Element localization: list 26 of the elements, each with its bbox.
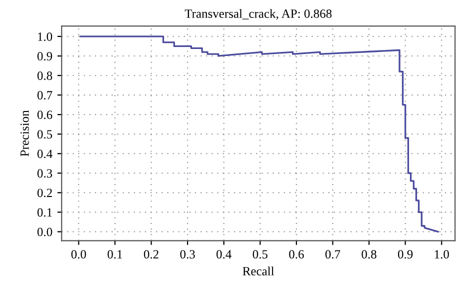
y-tick-label: 0.9 bbox=[37, 52, 52, 60]
x-tick-label: 0.8 bbox=[362, 250, 376, 259]
y-tick-label: 0.4 bbox=[37, 150, 52, 158]
x-axis-title: Recall bbox=[242, 266, 274, 276]
y-axis-title: Precision bbox=[20, 110, 29, 156]
y-tick-label: 0.3 bbox=[37, 169, 52, 178]
y-tick-label: 1.0 bbox=[38, 32, 52, 41]
x-tick-label: 0.6 bbox=[289, 250, 304, 259]
x-tick-label: 0.1 bbox=[108, 250, 122, 259]
x-tick-label: 0.0 bbox=[71, 250, 86, 259]
x-tick-label: 0.2 bbox=[144, 250, 158, 259]
x-tick-label: 0.7 bbox=[325, 250, 340, 259]
chart-title: Transversal_crack, AP: 0.868 bbox=[184, 9, 332, 20]
y-tick-label: 0.6 bbox=[37, 110, 52, 120]
x-tick-label: 0.5 bbox=[252, 250, 268, 259]
y-tick-label: 0.8 bbox=[37, 72, 52, 80]
x-tick-label: 0.3 bbox=[180, 250, 195, 259]
x-tick-label: 1.0 bbox=[434, 250, 449, 259]
x-tick-label: 0.4 bbox=[216, 250, 232, 259]
y-tick-label: 0.7 bbox=[37, 91, 52, 100]
y-tick-label: 0.0 bbox=[37, 228, 52, 236]
y-tick-label: 0.1 bbox=[37, 208, 52, 217]
x-tick-label: 0.9 bbox=[398, 250, 413, 259]
y-tick-label: 0.2 bbox=[37, 188, 52, 198]
y-tick-label: 0.5 bbox=[37, 130, 52, 139]
line-series bbox=[80, 36, 439, 233]
